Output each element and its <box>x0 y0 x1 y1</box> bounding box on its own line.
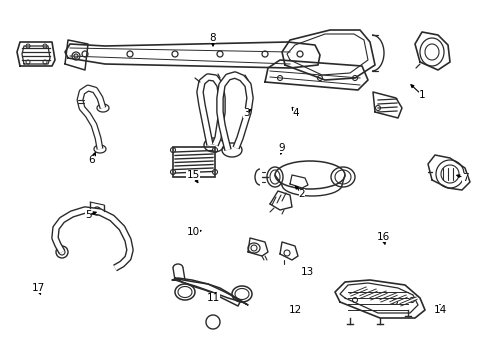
Text: 10: 10 <box>186 227 199 237</box>
Text: 15: 15 <box>186 170 199 180</box>
Text: 5: 5 <box>84 210 91 220</box>
Text: 2: 2 <box>298 189 305 199</box>
Text: 1: 1 <box>418 90 425 100</box>
Text: 7: 7 <box>461 173 468 183</box>
Text: 17: 17 <box>31 283 44 293</box>
Text: 9: 9 <box>278 143 285 153</box>
Text: 16: 16 <box>376 232 389 242</box>
Text: 14: 14 <box>432 305 446 315</box>
Text: 3: 3 <box>242 108 249 118</box>
Bar <box>173 147 215 177</box>
Text: 13: 13 <box>300 267 313 277</box>
Text: 11: 11 <box>206 293 219 303</box>
Text: 8: 8 <box>209 33 216 43</box>
Text: 12: 12 <box>288 305 301 315</box>
Text: 6: 6 <box>88 155 95 165</box>
Text: 4: 4 <box>292 108 299 118</box>
